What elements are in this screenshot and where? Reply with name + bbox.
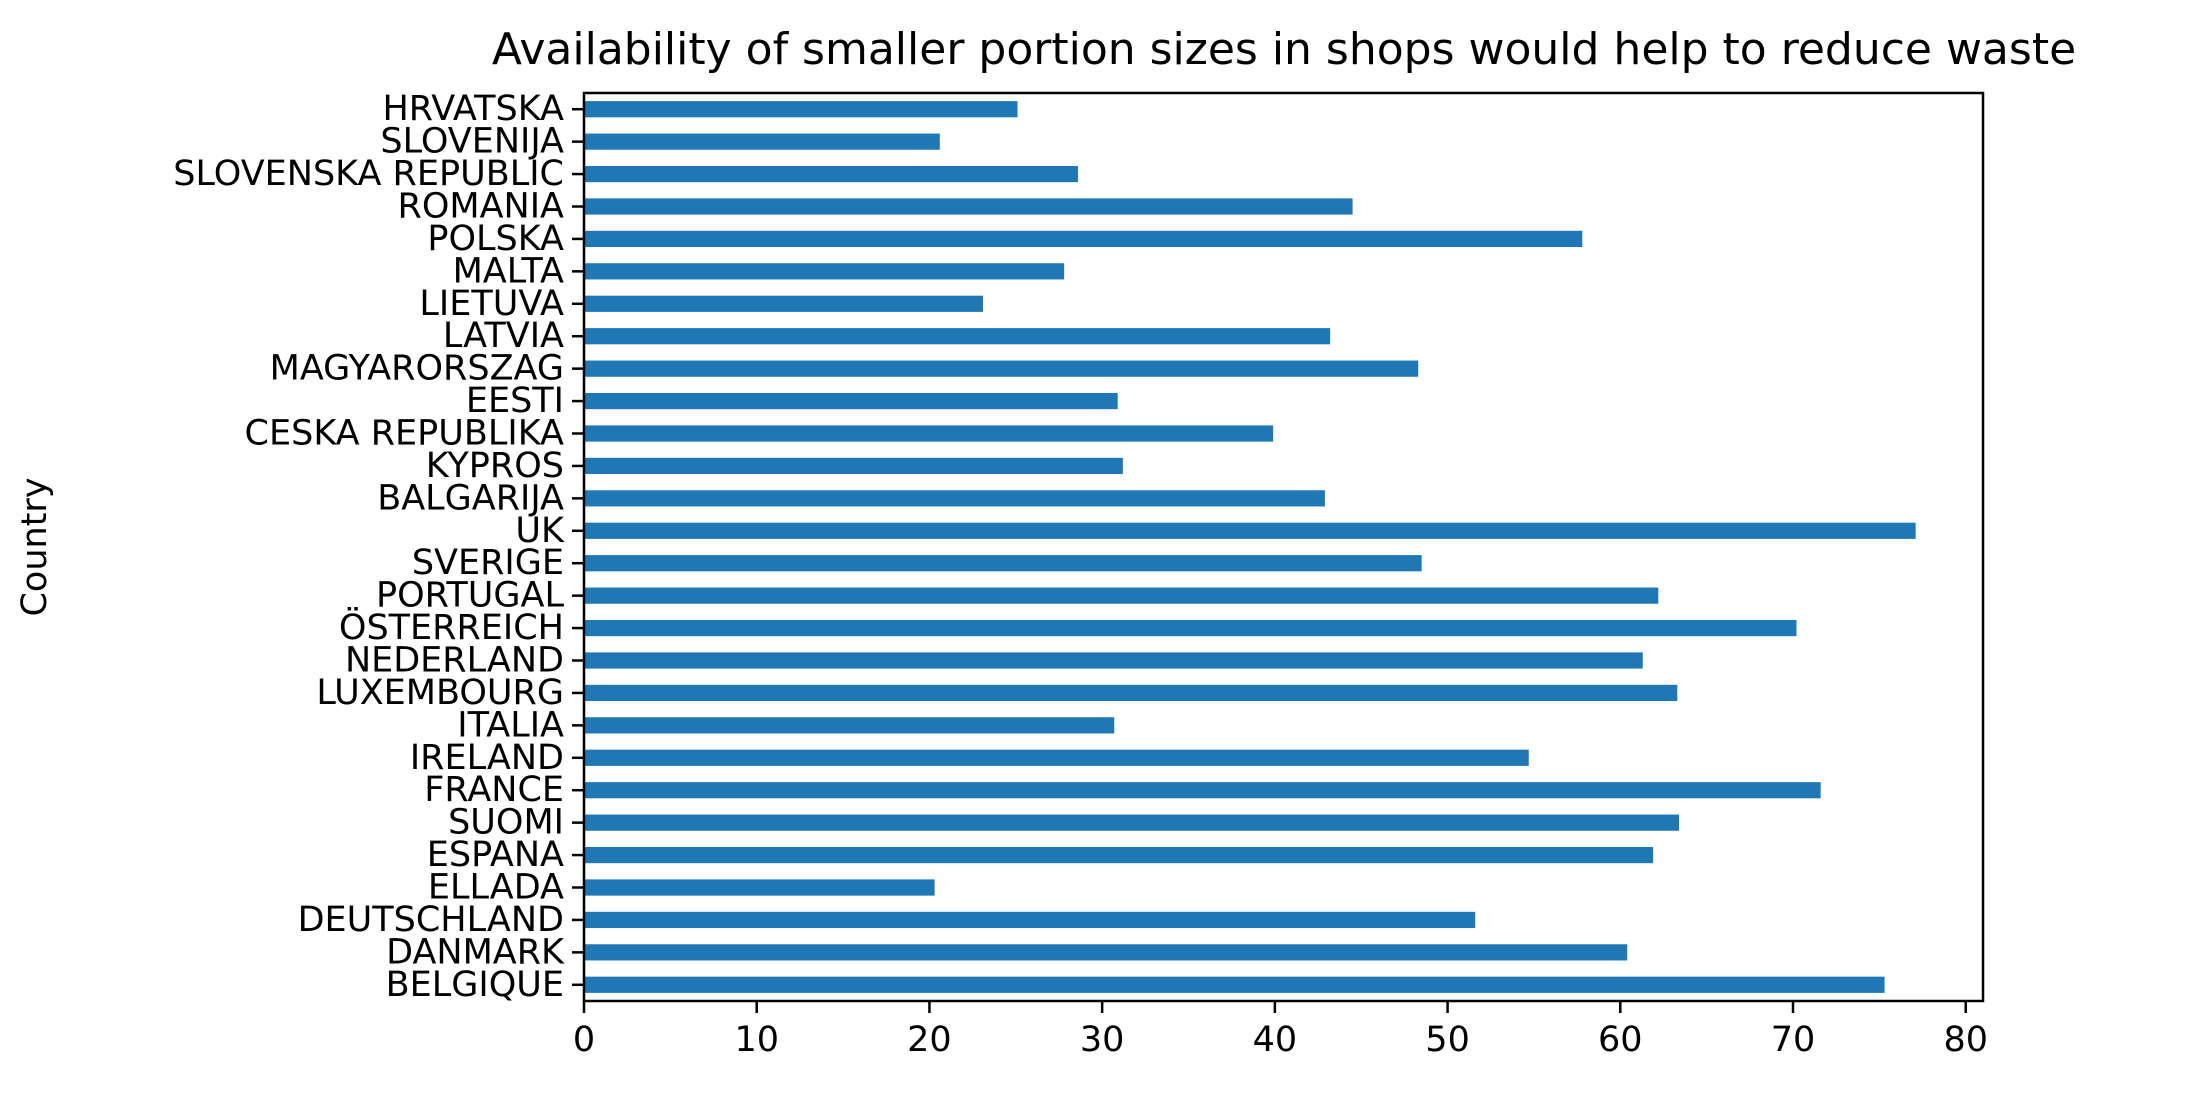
bar (584, 522, 1916, 539)
y-tick-label: NEDERLAND (345, 641, 564, 681)
bar (584, 976, 1885, 993)
y-tick-label: DANMARK (386, 932, 565, 972)
bar (584, 684, 1678, 702)
y-tick-label: ELLADA (428, 868, 564, 908)
y-tick-label: POLSKA (427, 219, 564, 259)
bar (584, 846, 1654, 864)
x-ticks-group: 0 10 20 30 40 50 60 70 80 (573, 1001, 1988, 1060)
y-tick-label: SVERIGE (412, 543, 564, 583)
bar (584, 911, 1476, 929)
y-tick-label: MAGYARORSZAG (270, 349, 564, 389)
bar (584, 230, 1583, 248)
bar (584, 328, 1331, 345)
y-tick-label: CESKA REPUBLIKA (245, 414, 565, 454)
y-tick-label: ITALIA (457, 705, 564, 745)
bar (584, 879, 935, 896)
x-tick-label: 30 (1080, 1020, 1125, 1060)
x-tick-label: 80 (1943, 1020, 1988, 1060)
bar (584, 782, 1821, 799)
bar (584, 749, 1529, 766)
chart-title: Availability of smaller portion sizes in… (492, 24, 2076, 75)
y-tick-label: BELGIQUE (386, 965, 564, 1005)
y-tick-label: FRANCE (424, 770, 564, 810)
y-tick-label: LIETUVA (419, 284, 564, 324)
y-tick-label: ROMANIA (398, 187, 565, 227)
y-tick-label: HRVATSKA (382, 89, 564, 129)
bars-group (584, 101, 1916, 993)
bar (584, 490, 1325, 507)
y-tick-label: ÖSTERREICH (339, 606, 564, 648)
y-tick-label: SUOMI (448, 803, 564, 843)
y-tick-label: DEUTSCHLAND (298, 900, 564, 940)
y-tick-label: SLOVENIJA (380, 122, 564, 162)
bar (584, 165, 1078, 183)
bar (584, 619, 1797, 637)
x-tick-label: 50 (1425, 1020, 1470, 1060)
bar (584, 425, 1274, 442)
y-tick-label: KYPROS (426, 446, 564, 486)
y-tick-label: LATVIA (443, 316, 564, 356)
x-tick-label: 60 (1598, 1020, 1643, 1060)
bar (584, 457, 1123, 475)
y-tick-label: EESTI (466, 381, 564, 421)
bar (584, 652, 1643, 669)
bar (584, 198, 1353, 215)
bar (584, 263, 1065, 280)
y-tick-label: IRELAND (410, 738, 564, 778)
x-tick-label: 20 (907, 1020, 952, 1060)
bar (584, 587, 1659, 604)
bar (584, 295, 983, 312)
bar (584, 360, 1419, 377)
bar (584, 133, 940, 150)
x-tick-label: 10 (734, 1020, 779, 1060)
bar (584, 717, 1115, 734)
x-tick-label: 40 (1253, 1020, 1298, 1060)
y-ticks-group: BELGIQUEDANMARKDEUTSCHLANDELLADAESPANASU… (173, 89, 584, 1005)
y-tick-label: MALTA (453, 251, 564, 291)
y-tick-label: ESPANA (427, 835, 564, 875)
bar (584, 814, 1680, 831)
y-tick-label: PORTUGAL (376, 576, 564, 616)
x-tick-label: 0 (573, 1020, 595, 1060)
y-tick-label: BALGARIJA (377, 478, 564, 518)
plot-frame (582, 91, 1985, 1003)
bar (584, 101, 1018, 118)
y-tick-label: LUXEMBOURG (316, 673, 564, 713)
x-tick-label: 70 (1771, 1020, 1816, 1060)
bar (584, 392, 1118, 410)
bar (584, 944, 1628, 961)
bar (584, 555, 1422, 572)
y-axis-label: Country (15, 477, 55, 616)
y-tick-label: SLOVENSKA REPUBLIC (173, 154, 564, 194)
y-tick-label: UK (515, 511, 565, 551)
